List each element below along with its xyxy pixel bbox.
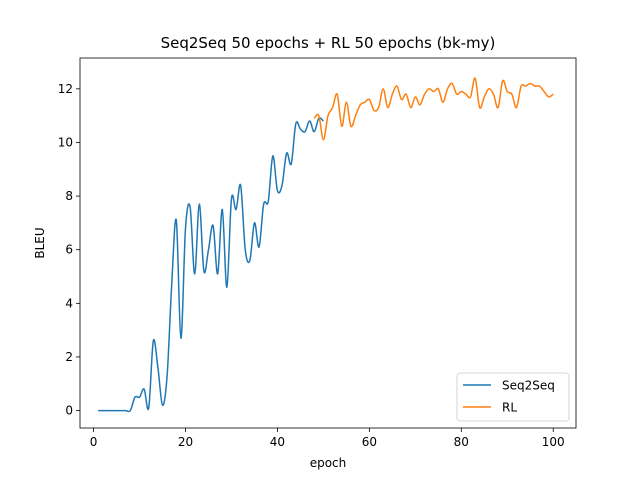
- series-layer: [98, 77, 554, 413]
- y-axis-label: BLEU: [33, 227, 47, 258]
- y-tick-label: 8: [65, 189, 73, 203]
- x-tick-label: 100: [542, 435, 565, 449]
- x-axis-label: epoch: [310, 456, 347, 470]
- x-tick-label: 20: [178, 435, 193, 449]
- plot-area: 0 20 40 60 80 100 0 2 4 6 8 10 12: [58, 57, 577, 449]
- y-tick-label: 4: [65, 296, 73, 310]
- legend-label-seq2seq: Seq2Seq: [502, 379, 555, 393]
- series-line-rl: [313, 77, 554, 141]
- x-tick-label: 80: [454, 435, 469, 449]
- y-tick-label: 6: [65, 243, 73, 257]
- x-axis: 0 20 40 60 80 100: [90, 428, 565, 449]
- chart-title: Seq2Seq 50 epochs + RL 50 epochs (bk-my): [161, 34, 496, 52]
- series-line-seq2seq: [98, 117, 324, 413]
- axes-frame: [79, 57, 577, 429]
- y-tick-label: 0: [65, 404, 73, 418]
- x-tick-label: 40: [270, 435, 285, 449]
- y-tick-label: 2: [65, 350, 73, 364]
- y-axis: 0 2 4 6 8 10 12: [58, 82, 80, 418]
- y-tick-label: 10: [58, 135, 73, 149]
- legend: Seq2Seq RL: [456, 372, 570, 422]
- y-tick-label: 12: [58, 82, 73, 96]
- x-tick-label: 0: [90, 435, 98, 449]
- legend-label-rl: RL: [502, 401, 517, 415]
- x-tick-label: 60: [362, 435, 377, 449]
